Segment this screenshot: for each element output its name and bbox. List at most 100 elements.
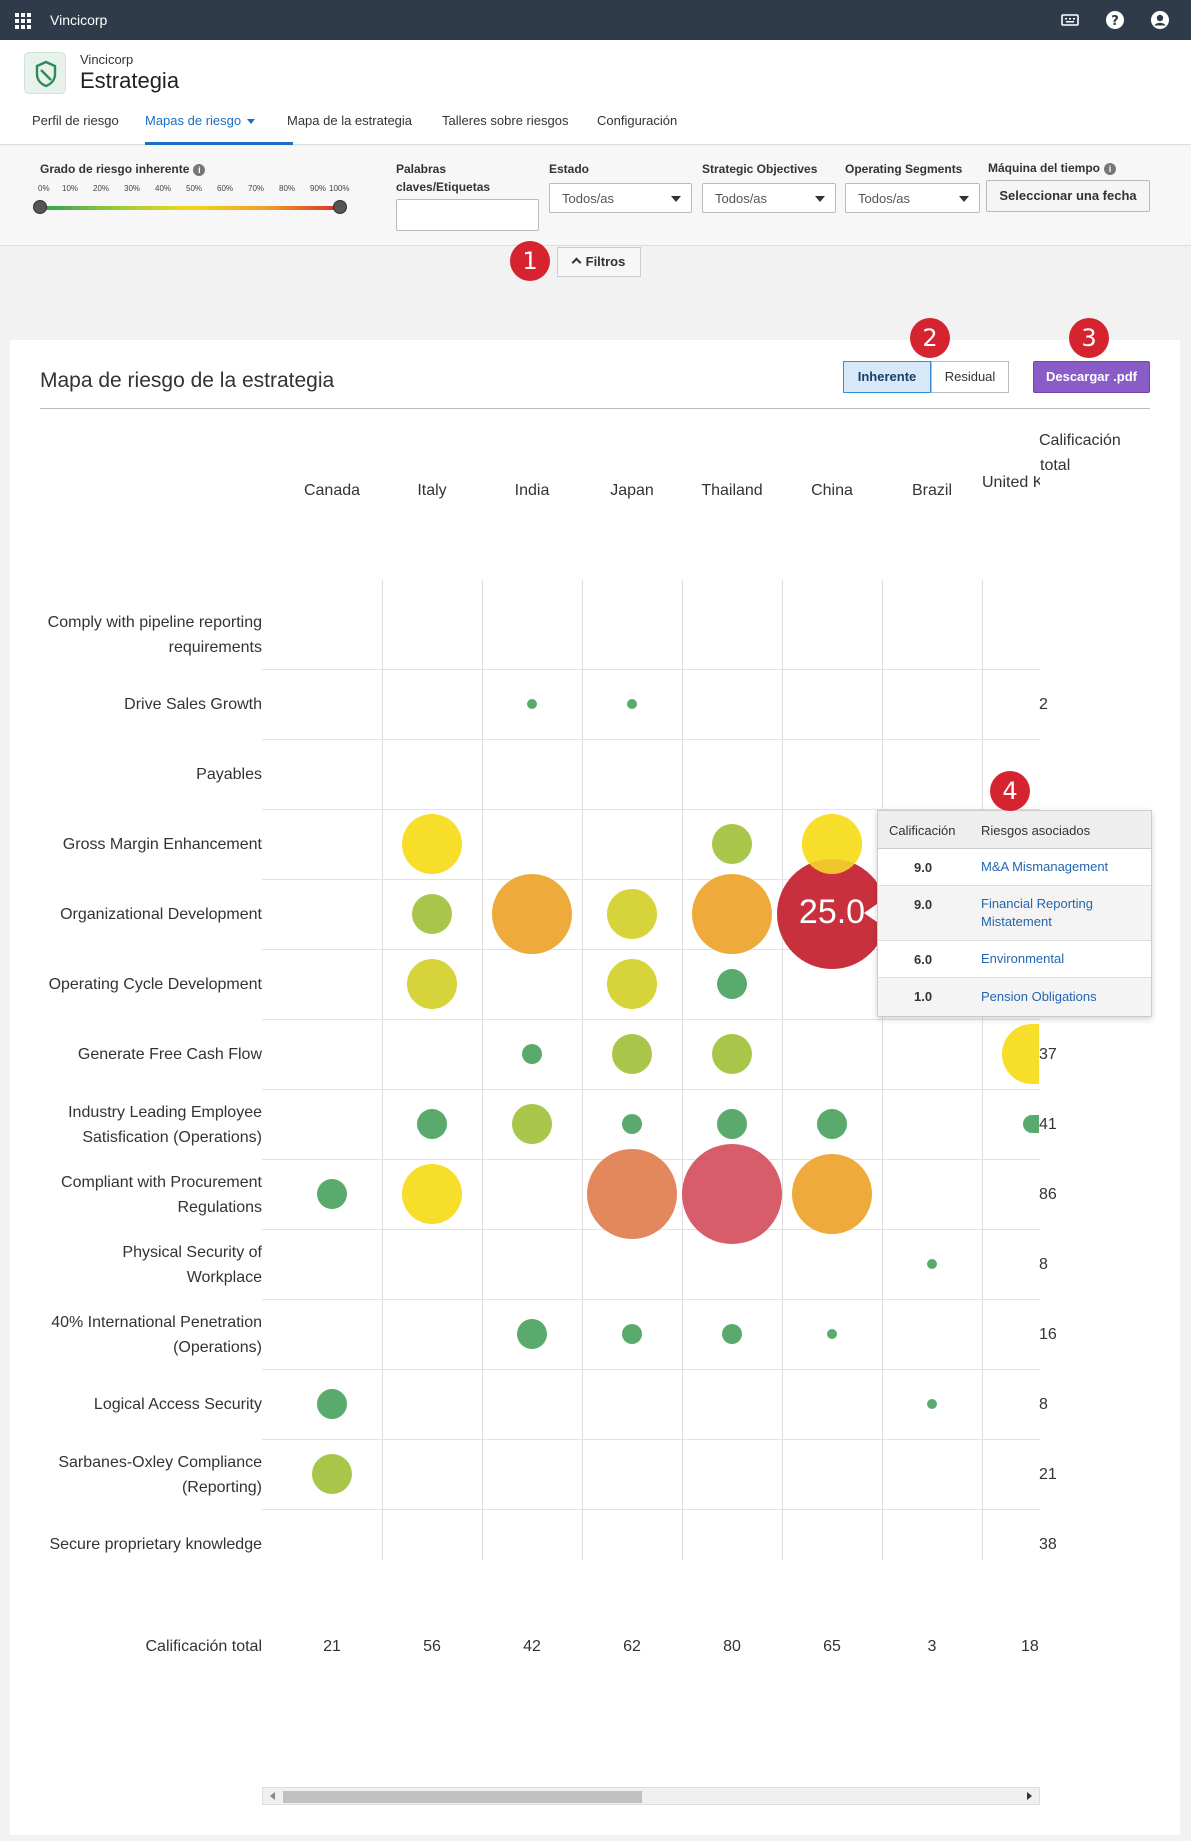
help-icon[interactable]: ? [1105,10,1125,30]
grid-line-vertical [382,580,383,1560]
risk-bubble[interactable] [412,894,452,934]
grid-line-vertical [982,580,983,1560]
scrollbar-thumb[interactable] [283,1791,642,1803]
tooltip-risk-link[interactable]: Financial Reporting Mistatement [981,896,1094,929]
grid-line-vertical [682,580,683,1560]
horizontal-scrollbar[interactable] [262,1787,1040,1805]
row-label-line2: (Operations) [173,1339,262,1356]
slider-max-handle[interactable] [333,200,347,214]
tooltip-row: 1.0 Pension Obligations [878,978,1151,1016]
filters-toggle-label: Filtros [585,254,626,269]
tooltip-header: Calificación Riesgos asociados [878,811,1151,849]
keyboard-icon[interactable] [1060,10,1080,30]
page-title: Estrategia [80,68,180,93]
risk-bubble[interactable] [622,1114,642,1134]
risk-bubble[interactable] [717,969,747,999]
row-total: 37 [1039,1046,1057,1063]
risk-bubble[interactable] [627,699,637,709]
row-label-line2: Workplace [186,1269,262,1286]
time-machine-label-text: Máquina del tiempo [988,161,1101,175]
risk-bubble[interactable] [492,874,572,954]
risk-bubble[interactable] [827,1329,837,1339]
risk-bubble[interactable] [802,814,862,874]
objectives-label: Strategic Objectives [702,162,818,176]
column-header: Thailand [701,482,763,499]
risk-bubble[interactable] [622,1324,642,1344]
svg-text:?: ? [1111,14,1119,29]
risk-bubble[interactable] [417,1109,447,1139]
tooltip-score: 6.0 [914,952,933,967]
scroll-left-icon[interactable] [270,1792,275,1800]
tick-label: 0% [38,184,50,193]
info-icon[interactable]: i [193,163,206,176]
tab-risk-workshops[interactable]: Talleres sobre riesgos [442,113,569,128]
tooltip-risk-link[interactable]: Environmental [981,951,1065,966]
risk-bubble[interactable] [607,889,657,939]
risk-bubble[interactable] [682,1144,782,1244]
grid-line-horizontal [262,1369,1040,1370]
download-pdf-button[interactable]: Descargar .pdf [1033,361,1150,393]
risk-bubble[interactable] [527,699,537,709]
risk-bubble[interactable] [927,1259,937,1269]
risk-bubble[interactable] [512,1104,552,1144]
app-grid-icon[interactable] [14,12,32,30]
risk-bubble[interactable] [722,1324,742,1344]
risk-bubble[interactable] [402,1164,462,1224]
grid-line-vertical [882,580,883,1560]
slider-min-handle[interactable] [33,200,47,214]
tab-risk-profile[interactable]: Perfil de riesgo [32,113,119,128]
row-label: Comply with pipeline reporting requiremen… [48,610,262,660]
risk-bubble[interactable] [612,1034,652,1074]
risk-bubble[interactable] [607,959,657,1009]
segments-select[interactable]: Todos/as [845,183,980,213]
residual-toggle[interactable]: Residual [931,361,1009,393]
objectives-select[interactable]: Todos/as [702,183,836,213]
tab-risk-maps[interactable]: Mapas de riesgo [145,110,293,145]
risk-bubble[interactable] [402,814,462,874]
risk-bubble[interactable] [317,1389,347,1419]
tooltip-risk-link[interactable]: M&A Mismanagement [981,859,1109,874]
tooltip-risk-link[interactable]: Pension Obligations [981,989,1097,1004]
grid-line-horizontal [262,1089,1040,1090]
info-icon[interactable]: i [1104,162,1117,175]
risk-bubble[interactable] [792,1154,872,1234]
row-total: 16 [1039,1326,1057,1343]
risk-bubble[interactable] [587,1149,677,1239]
risk-bubble[interactable] [317,1179,347,1209]
tab-strategy-map[interactable]: Mapa de la estrategia [287,113,413,128]
risk-bubble[interactable] [692,874,772,954]
filters-toggle-button[interactable]: Filtros [557,247,641,277]
risk-bubble[interactable] [522,1044,542,1064]
row-total: 8 [1039,1256,1048,1273]
risk-grade-slider[interactable] [40,206,340,210]
risk-bubble[interactable] [1023,1115,1039,1133]
row-label: Physical Security of Workplace [122,1240,262,1290]
risk-grade-label-text: Grado de riesgo inherente [40,162,190,176]
risk-bubble[interactable] [927,1399,937,1409]
risk-bubble[interactable] [517,1319,547,1349]
user-icon[interactable] [1150,10,1170,30]
tick-label: 80% [279,184,296,193]
risk-bubble[interactable] [712,824,752,864]
row-label: Drive Sales Growth [124,696,262,713]
chevron-down-icon [247,119,256,125]
row-label: Operating Cycle Development [48,976,262,993]
estado-value: Todos/as [562,191,615,206]
risk-bubble[interactable] [712,1034,752,1074]
select-date-button[interactable]: Seleccionar una fecha [986,180,1150,212]
estado-select[interactable]: Todos/as [549,183,692,213]
risk-bubble[interactable] [817,1109,847,1139]
risk-bubble[interactable] [717,1109,747,1139]
column-total: 42 [523,1638,541,1655]
keywords-input[interactable] [396,199,539,231]
tab-configuration[interactable]: Configuración [597,113,678,128]
row-total: 41 [1039,1116,1057,1133]
inherent-toggle[interactable]: Inherente [843,361,931,393]
risk-bubble[interactable] [312,1454,352,1494]
tooltip-row: 9.0 Financial Reporting Mistatement [878,886,1151,941]
column-header: Italy [417,482,447,499]
row-label: Payables [196,766,262,783]
column-header-clip: United Kingdom [982,470,1040,510]
risk-bubble[interactable] [407,959,457,1009]
scroll-right-icon[interactable] [1027,1792,1032,1800]
